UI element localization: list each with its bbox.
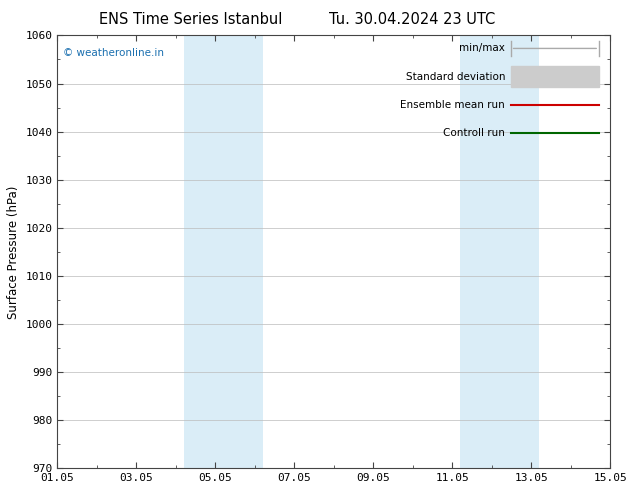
Text: min/max: min/max [459,44,505,53]
Text: Tu. 30.04.2024 23 UTC: Tu. 30.04.2024 23 UTC [329,12,495,27]
Text: Controll run: Controll run [443,128,505,138]
Text: Standard deviation: Standard deviation [406,72,505,81]
Text: © weatheronline.in: © weatheronline.in [63,49,164,58]
Bar [510,66,599,87]
Text: ENS Time Series Istanbul: ENS Time Series Istanbul [98,12,282,27]
Y-axis label: Surface Pressure (hPa): Surface Pressure (hPa) [7,185,20,318]
Bar [460,35,539,468]
Text: Ensemble mean run: Ensemble mean run [401,99,505,110]
Bar [184,35,262,468]
